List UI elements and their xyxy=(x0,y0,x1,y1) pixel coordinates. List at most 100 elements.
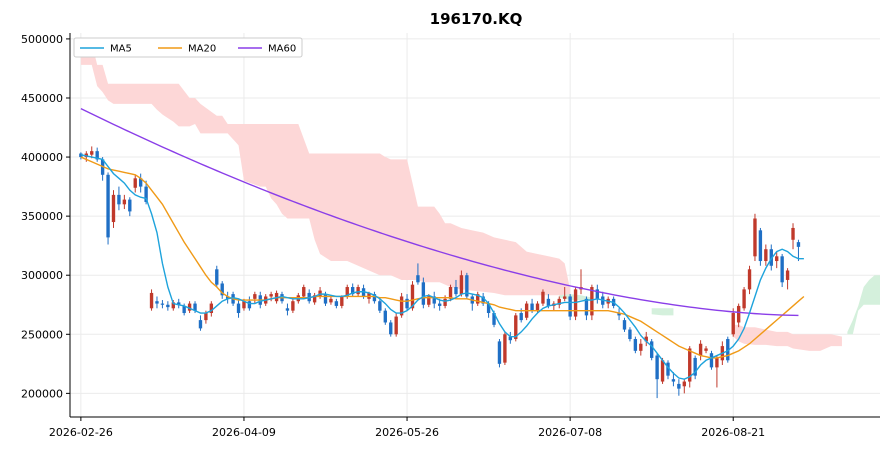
candle-body xyxy=(465,275,469,297)
legend: MA5 MA20 MA60 xyxy=(73,37,303,58)
candle-body xyxy=(660,360,665,382)
candle-body xyxy=(106,174,110,238)
legend-label: MA60 xyxy=(268,44,296,55)
candle-body xyxy=(383,310,387,323)
candle-body xyxy=(546,298,551,306)
candle-body xyxy=(242,301,246,309)
candle-body xyxy=(655,355,659,380)
candle-body xyxy=(563,296,567,299)
candle-body xyxy=(633,339,638,351)
candle-body xyxy=(198,320,203,329)
candle-body xyxy=(389,322,393,335)
ichimoku-cloud xyxy=(80,42,880,351)
candle-body xyxy=(644,336,648,342)
candle-body xyxy=(253,294,257,299)
candle-body xyxy=(530,303,534,311)
y-tick-label: 200000 xyxy=(21,387,63,400)
candle-body xyxy=(111,194,116,223)
candle-body xyxy=(486,303,491,314)
ma5-line xyxy=(80,154,804,380)
x-tick-label: 2026-02-26 xyxy=(49,426,113,439)
candle-body xyxy=(334,301,339,306)
candle-body xyxy=(323,294,328,304)
candle-body xyxy=(220,283,224,296)
legend-label: MA20 xyxy=(188,44,216,55)
candle-body xyxy=(568,296,572,317)
grid-layer xyxy=(70,33,880,417)
candle-body xyxy=(682,381,686,387)
candle-body xyxy=(595,289,600,299)
cloud-bull-region xyxy=(651,308,674,316)
candle-body xyxy=(378,301,382,311)
candle-body xyxy=(796,242,801,247)
candle-body xyxy=(704,348,708,351)
candle-body xyxy=(709,353,714,368)
candle-body xyxy=(410,284,415,309)
candle-body xyxy=(459,275,464,295)
candle-body xyxy=(628,329,632,340)
candle-body xyxy=(758,230,763,262)
candle-body xyxy=(177,302,181,305)
x-tick-label: 2026-05-26 xyxy=(375,426,439,439)
candle-body xyxy=(736,305,741,323)
candle-body xyxy=(329,298,333,303)
candle-body xyxy=(372,294,377,302)
candle-body xyxy=(747,269,752,290)
legend-label: MA5 xyxy=(110,44,132,55)
candle-body xyxy=(193,303,197,311)
candle-body xyxy=(617,313,621,316)
candle-body xyxy=(416,275,420,283)
candle-body xyxy=(90,151,94,155)
candle-body xyxy=(731,313,735,335)
candle-body xyxy=(225,296,230,299)
candle-body xyxy=(448,287,453,299)
candle-body xyxy=(340,296,344,306)
candle-body xyxy=(209,303,214,314)
candle-body xyxy=(649,341,654,358)
candle-body xyxy=(519,313,523,321)
candle-body xyxy=(791,227,795,240)
candle-body xyxy=(698,343,703,356)
candle-body xyxy=(356,287,360,295)
candle-body xyxy=(677,383,681,389)
candle-body xyxy=(345,287,349,297)
candle-body xyxy=(476,294,480,304)
candle-body xyxy=(785,270,790,280)
candle-body xyxy=(590,287,594,316)
candle-body xyxy=(138,178,143,187)
candle-body xyxy=(443,298,447,306)
candle-body xyxy=(535,303,540,311)
y-tick-label: 250000 xyxy=(21,328,63,341)
candle-body xyxy=(639,343,643,351)
candle-body xyxy=(399,296,404,316)
candle-body xyxy=(421,282,426,305)
candle-body xyxy=(541,291,545,304)
candle-body xyxy=(780,256,784,283)
candle-body xyxy=(742,289,746,309)
candle-body xyxy=(454,287,458,295)
cloud-bear-region xyxy=(733,324,842,351)
x-tick-label: 2026-08-21 xyxy=(701,426,765,439)
candle-body xyxy=(514,315,518,340)
candle-body xyxy=(427,296,431,305)
cloud-bear-region xyxy=(80,42,571,296)
x-tick-label: 2026-04-09 xyxy=(212,426,276,439)
candle-body xyxy=(312,295,317,303)
ma20-line xyxy=(80,156,805,359)
candle-body xyxy=(182,305,186,314)
candle-body xyxy=(285,308,290,311)
candle-body xyxy=(117,194,121,205)
candle-body xyxy=(432,296,436,304)
candle-body xyxy=(753,218,757,257)
axes: 200000 250000 300000 350000 400000 450000 5000… xyxy=(21,33,880,439)
candle-body xyxy=(557,298,561,305)
candle-body xyxy=(622,320,627,330)
candle-body xyxy=(128,199,132,212)
candle-body xyxy=(160,303,165,305)
candle-body xyxy=(215,269,219,285)
candle-body xyxy=(144,186,148,202)
candle-body xyxy=(95,151,99,160)
candle-body xyxy=(726,339,730,361)
candle-body xyxy=(149,292,154,309)
candle-body xyxy=(688,348,692,382)
